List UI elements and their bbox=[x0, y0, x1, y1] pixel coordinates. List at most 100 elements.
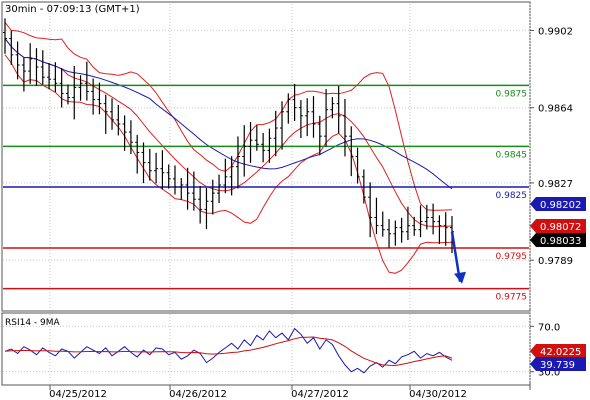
price-bar bbox=[431, 203, 436, 235]
price-bar bbox=[3, 18, 7, 54]
time-axis-label: 04/30/2012 bbox=[409, 389, 467, 400]
price-bar bbox=[418, 205, 423, 238]
price-bar bbox=[342, 98, 347, 157]
price-bar bbox=[368, 182, 373, 238]
price-bar bbox=[172, 165, 177, 195]
price-tag: 0.98033 bbox=[530, 233, 586, 247]
rsi-ma-line bbox=[4, 336, 453, 367]
price-bar bbox=[147, 148, 152, 181]
rsi-tag-box bbox=[530, 357, 586, 371]
level-label: 0.9775 bbox=[496, 293, 528, 303]
price-bar bbox=[78, 75, 83, 101]
price-bar bbox=[204, 187, 209, 230]
price-bar bbox=[223, 158, 228, 194]
price-bar bbox=[361, 169, 366, 204]
forecast-arrow bbox=[450, 231, 466, 284]
bollinger-middle-line bbox=[4, 38, 453, 227]
price-tag-label: 0.98072 bbox=[540, 222, 581, 233]
price-bar bbox=[91, 78, 96, 115]
bollinger-lower-line bbox=[4, 54, 453, 274]
price-axis-label: 0.9789 bbox=[538, 256, 573, 267]
price-bar bbox=[292, 83, 297, 121]
price-bar bbox=[191, 171, 196, 211]
price-bar bbox=[235, 136, 240, 189]
price-tags: 0.98202 0.98072 0.98033 bbox=[530, 197, 586, 247]
rsi-tags: 42.0225 39.739 bbox=[530, 344, 586, 371]
level-label: 0.9875 bbox=[496, 89, 528, 99]
rsi-tag: 39.739 bbox=[530, 357, 586, 371]
time-axis: 04/25/2012 04/26/2012 04/27/2012 04/30/2012 bbox=[49, 385, 531, 400]
price-bar bbox=[198, 185, 203, 224]
price-bar bbox=[141, 142, 146, 184]
price-bar bbox=[40, 50, 45, 85]
rsi-panel: 70.0 30.0 42.0225 39.739 RSI14 - 9MA bbox=[1, 312, 586, 386]
price-bar bbox=[128, 120, 133, 155]
price-bar bbox=[412, 216, 417, 236]
rsi-axis-label: 70.0 bbox=[538, 322, 560, 333]
price-tag: 0.98202 bbox=[530, 197, 586, 211]
price-bar bbox=[179, 178, 184, 200]
price-bar bbox=[15, 41, 20, 80]
price-bar bbox=[185, 167, 190, 210]
price-bar bbox=[135, 134, 140, 174]
price-bar bbox=[298, 100, 303, 139]
rsi-title: RSI14 - 9MA bbox=[5, 318, 61, 328]
level-label: 0.9845 bbox=[496, 150, 528, 160]
price-bar bbox=[273, 110, 278, 157]
price-bar bbox=[267, 128, 272, 163]
rsi-tag-label: 42.0225 bbox=[540, 347, 581, 358]
level-label: 0.9795 bbox=[496, 252, 528, 262]
price-bar bbox=[248, 121, 253, 163]
moving-average-line bbox=[4, 38, 453, 190]
price-levels: 0.9875 0.9845 0.9825 0.9795 0.9775 bbox=[3, 84, 529, 303]
price-bar bbox=[116, 104, 121, 136]
price-tag-label: 0.98033 bbox=[540, 236, 581, 247]
price-grid bbox=[3, 4, 531, 309]
price-tag-box bbox=[530, 197, 586, 211]
price-bar bbox=[110, 98, 115, 130]
chart-timeframe: 30min - 07:09:13 (GMT+1) bbox=[5, 4, 140, 15]
price-bar bbox=[374, 197, 379, 235]
rsi-tag-label: 39.739 bbox=[540, 360, 575, 371]
price-bar bbox=[103, 94, 108, 134]
price-bar bbox=[349, 126, 354, 177]
price-bar bbox=[443, 212, 448, 246]
price-tag-box bbox=[530, 219, 586, 233]
price-bar bbox=[53, 62, 58, 92]
bollinger-upper-line bbox=[4, 21, 453, 211]
price-bar bbox=[261, 132, 266, 163]
price-bar bbox=[336, 86, 341, 134]
price-bar bbox=[84, 61, 89, 101]
price-bar bbox=[286, 93, 291, 124]
price-bar bbox=[380, 211, 385, 237]
price-bar bbox=[160, 150, 165, 190]
price-axis-label: 0.9827 bbox=[538, 179, 573, 190]
price-bar bbox=[424, 204, 429, 230]
price-bar bbox=[154, 152, 159, 184]
price-tag-label: 0.98202 bbox=[540, 200, 581, 211]
time-axis-label: 04/25/2012 bbox=[49, 389, 107, 400]
price-bar bbox=[317, 115, 322, 156]
price-bar bbox=[47, 62, 52, 90]
rsi-axis-label: 30.0 bbox=[538, 368, 560, 379]
rsi-lines bbox=[4, 327, 453, 374]
moving-average bbox=[4, 38, 453, 190]
price-tag: 0.98072 bbox=[530, 219, 586, 233]
price-bar bbox=[387, 219, 392, 248]
price-bar bbox=[242, 125, 247, 177]
price-panel-frame bbox=[1, 1, 531, 312]
rsi-panel-frame bbox=[1, 312, 531, 386]
price-bar bbox=[65, 84, 70, 105]
price-bar bbox=[330, 97, 335, 119]
price-bar bbox=[355, 147, 360, 184]
price-bar bbox=[210, 179, 215, 215]
price-tag-box bbox=[530, 233, 586, 247]
price-axis: 0.9902 0.9864 0.9827 0.9789 bbox=[530, 26, 573, 267]
level-label: 0.9825 bbox=[496, 191, 528, 201]
price-bar bbox=[122, 115, 127, 151]
price-bar bbox=[28, 43, 33, 84]
price-bar bbox=[305, 98, 310, 137]
price-bar bbox=[217, 174, 222, 204]
price-bar bbox=[280, 101, 285, 150]
